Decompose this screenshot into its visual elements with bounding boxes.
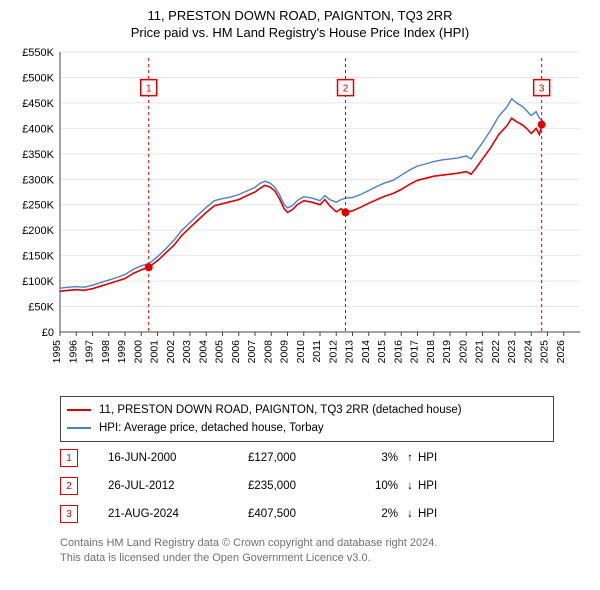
sale-date: 26-JUL-2012 xyxy=(108,480,248,492)
legend-row: HPI: Average price, detached house, Torb… xyxy=(67,419,547,437)
page-title: 11, PRESTON DOWN ROAD, PAIGNTON, TQ3 2RR xyxy=(0,0,600,23)
svg-text:£50K: £50K xyxy=(28,302,54,314)
svg-text:2008: 2008 xyxy=(262,340,274,364)
svg-text:1998: 1998 xyxy=(100,340,112,364)
svg-text:£500K: £500K xyxy=(22,72,54,84)
svg-text:3: 3 xyxy=(539,84,545,95)
footer-attribution: Contains HM Land Registry data © Crown c… xyxy=(60,536,437,566)
series-hpi xyxy=(60,99,543,288)
legend-swatch xyxy=(67,409,91,411)
sale-row: 1 16-JUN-2000£127,0003%↑HPI xyxy=(60,444,458,472)
sale-row: 3 21-AUG-2024£407,5002%↓HPI xyxy=(60,500,458,528)
svg-text:2004: 2004 xyxy=(197,340,209,364)
svg-text:1996: 1996 xyxy=(67,340,79,364)
sale-price: £127,000 xyxy=(248,452,358,464)
svg-text:£150K: £150K xyxy=(22,251,54,263)
svg-text:£200K: £200K xyxy=(22,225,54,237)
svg-text:2023: 2023 xyxy=(506,340,518,364)
svg-text:2007: 2007 xyxy=(246,340,258,364)
svg-text:2015: 2015 xyxy=(376,340,388,364)
price-chart: £0 £50K £100K £150K £200K £250K £300K £350K £400… xyxy=(10,48,590,388)
sale-price: £407,500 xyxy=(248,508,358,520)
sale-marker-icon: 1 xyxy=(60,449,78,467)
svg-text:2000: 2000 xyxy=(132,340,144,364)
svg-text:2022: 2022 xyxy=(490,340,502,364)
sale-pct: 3% xyxy=(358,452,402,464)
svg-text:2013: 2013 xyxy=(344,340,356,364)
sale-price: £235,000 xyxy=(248,480,358,492)
sale-date: 16-JUN-2000 xyxy=(108,452,248,464)
sales-table: 116-JUN-2000£127,0003%↑HPI226-JUL-2012£2… xyxy=(60,444,458,528)
svg-text:2003: 2003 xyxy=(181,340,193,364)
sale-pct: 2% xyxy=(358,508,402,520)
sale-marker-icon: 2 xyxy=(60,477,78,495)
legend-swatch xyxy=(67,427,91,429)
svg-text:2011: 2011 xyxy=(311,340,323,363)
svg-text:2018: 2018 xyxy=(425,340,437,364)
svg-text:£350K: £350K xyxy=(22,149,54,161)
svg-text:2: 2 xyxy=(343,84,349,95)
sale-hpi-label: HPI xyxy=(418,452,458,464)
legend-label: HPI: Average price, detached house, Torb… xyxy=(99,422,324,434)
chart-svg: £0 £50K £100K £150K £200K £250K £300K £350K £400… xyxy=(10,48,590,388)
svg-text:£100K: £100K xyxy=(22,276,54,288)
svg-text:1: 1 xyxy=(146,84,152,95)
svg-text:2014: 2014 xyxy=(360,340,372,364)
sale-pct: 10% xyxy=(358,480,402,492)
svg-text:2009: 2009 xyxy=(279,340,291,364)
legend: 11, PRESTON DOWN ROAD, PAIGNTON, TQ3 2RR… xyxy=(60,396,554,442)
footer-line-1: Contains HM Land Registry data © Crown c… xyxy=(60,536,437,551)
sale-arrow-icon: ↓ xyxy=(402,480,418,492)
footer-line-2: This data is licensed under the Open Gov… xyxy=(60,551,437,566)
svg-text:£450K: £450K xyxy=(22,98,54,110)
svg-text:1997: 1997 xyxy=(84,340,96,364)
svg-text:£400K: £400K xyxy=(22,123,54,135)
svg-text:2016: 2016 xyxy=(392,340,404,364)
svg-text:2024: 2024 xyxy=(522,340,534,364)
svg-text:1999: 1999 xyxy=(116,340,128,364)
svg-text:£300K: £300K xyxy=(22,174,54,186)
svg-text:£250K: £250K xyxy=(22,200,54,212)
sale-row: 2 26-JUL-2012£235,00010%↓HPI xyxy=(60,472,458,500)
legend-row: 11, PRESTON DOWN ROAD, PAIGNTON, TQ3 2RR… xyxy=(67,401,547,419)
svg-text:2021: 2021 xyxy=(474,340,486,364)
svg-text:2005: 2005 xyxy=(214,340,226,364)
svg-text:2026: 2026 xyxy=(555,340,567,364)
svg-text:£0: £0 xyxy=(42,327,54,339)
svg-text:2006: 2006 xyxy=(230,340,242,364)
svg-text:1995: 1995 xyxy=(51,340,63,364)
svg-text:2017: 2017 xyxy=(409,340,421,364)
sale-arrow-icon: ↑ xyxy=(402,452,418,464)
svg-text:2002: 2002 xyxy=(165,340,177,364)
sale-date: 21-AUG-2024 xyxy=(108,508,248,520)
svg-text:2025: 2025 xyxy=(539,340,551,364)
sale-marker-icon: 3 xyxy=(60,505,78,523)
sale-hpi-label: HPI xyxy=(418,480,458,492)
sale-arrow-icon: ↓ xyxy=(402,508,418,520)
sale-hpi-label: HPI xyxy=(418,508,458,520)
svg-text:£550K: £550K xyxy=(22,48,54,59)
legend-label: 11, PRESTON DOWN ROAD, PAIGNTON, TQ3 2RR… xyxy=(99,404,462,416)
svg-text:2010: 2010 xyxy=(295,340,307,364)
page-subtitle: Price paid vs. HM Land Registry's House … xyxy=(0,23,600,44)
svg-text:2012: 2012 xyxy=(327,340,339,364)
svg-text:2001: 2001 xyxy=(149,340,161,364)
svg-text:2019: 2019 xyxy=(441,340,453,364)
svg-text:2020: 2020 xyxy=(457,340,469,364)
